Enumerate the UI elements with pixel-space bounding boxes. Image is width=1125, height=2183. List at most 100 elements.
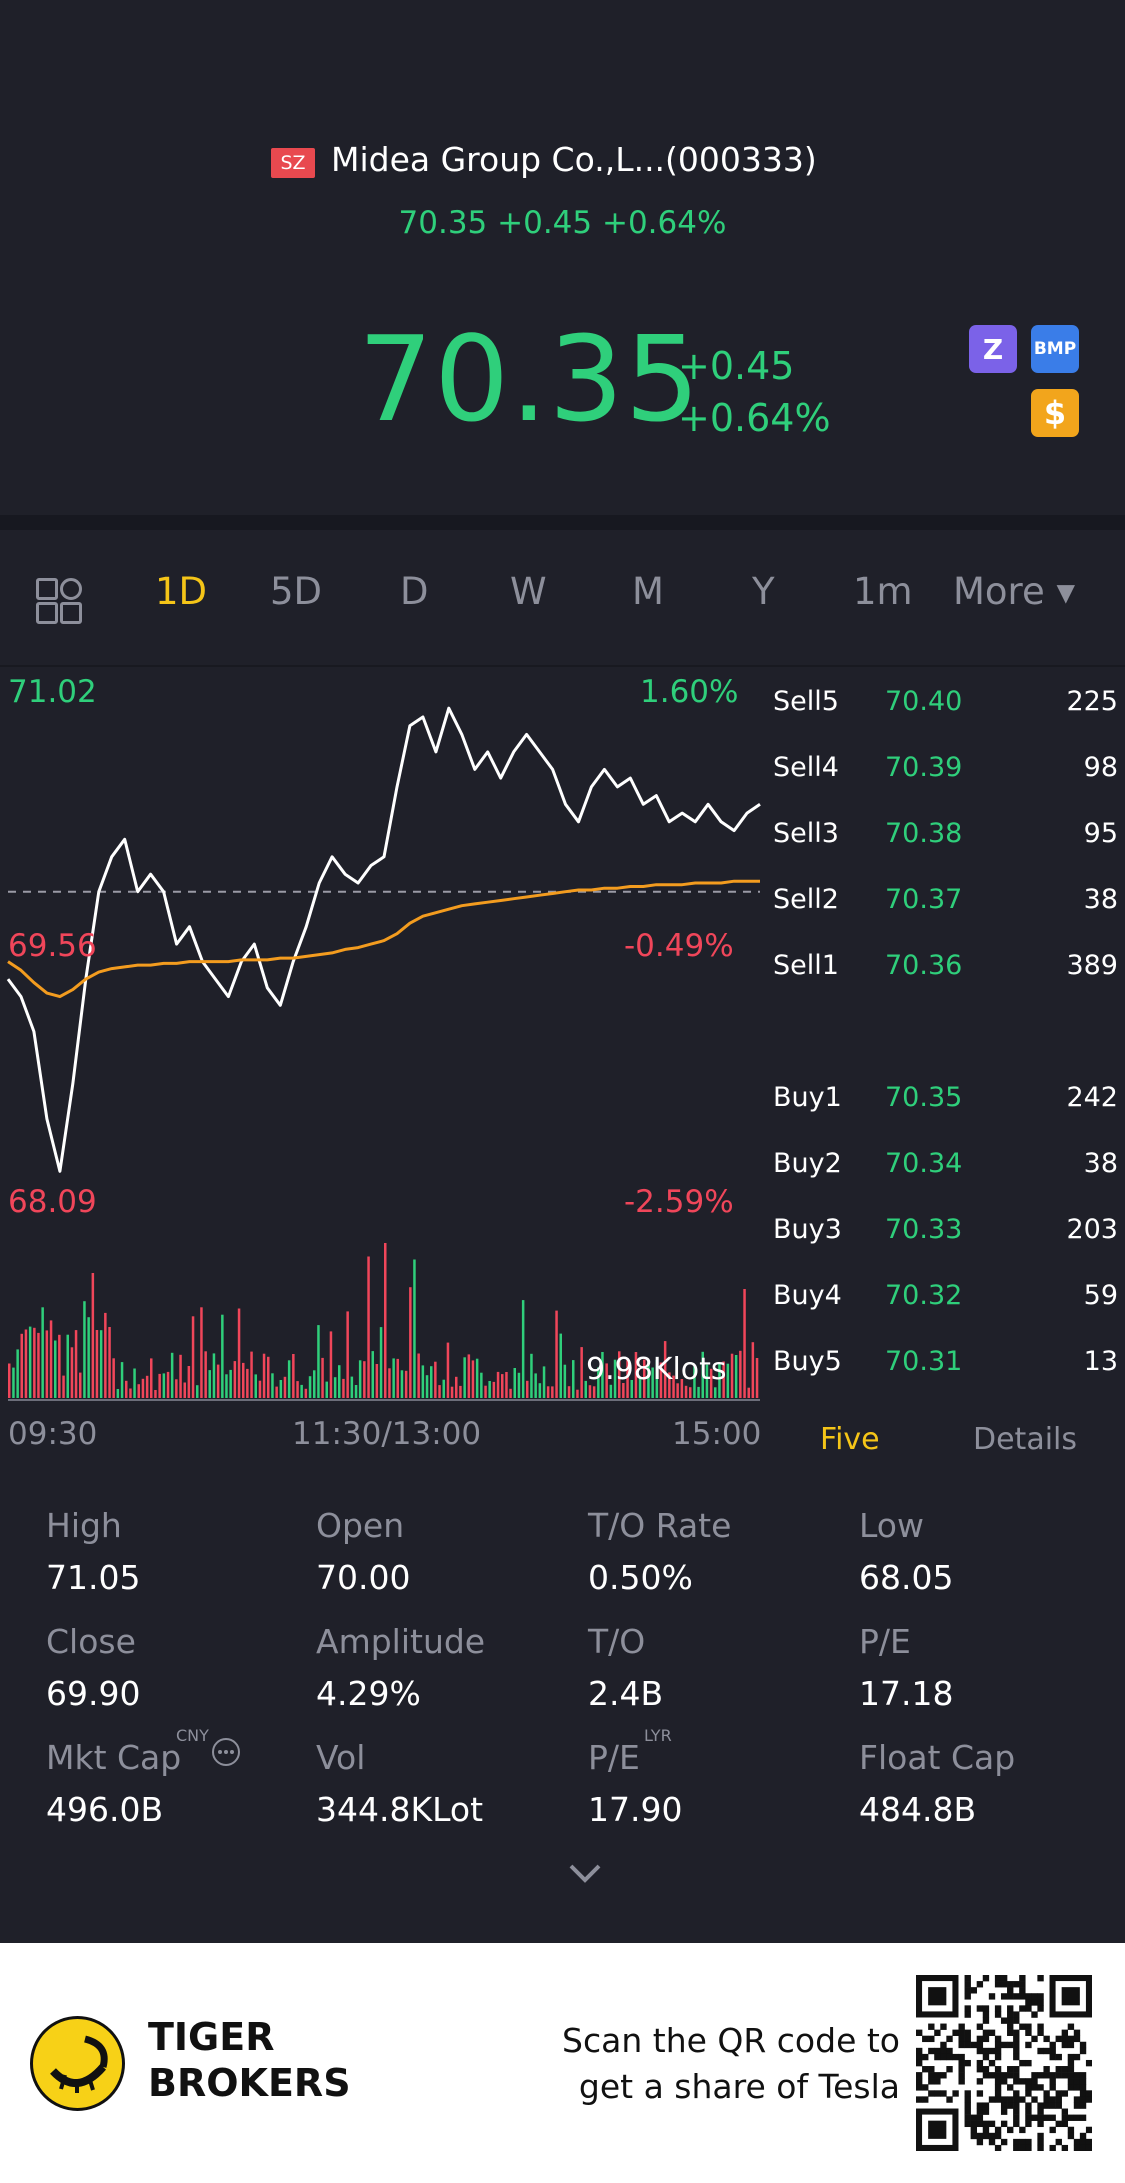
volume-bar <box>300 1384 303 1398</box>
tab-m[interactable]: M <box>632 570 664 613</box>
qr-module <box>1055 2053 1062 2061</box>
stat-high-value: 71.05 <box>46 1558 141 1597</box>
tab-details[interactable]: Details <box>973 1422 1078 1457</box>
qr-module <box>1067 2132 1075 2140</box>
qr-module <box>1013 2120 1020 2128</box>
qr-module <box>1055 2090 1062 2097</box>
zz-icon[interactable]: Z <box>969 325 1017 373</box>
qr-module <box>1019 2078 1026 2085</box>
qr-module <box>1067 2035 1075 2043</box>
qr-module <box>1037 1993 1044 2000</box>
qr-module <box>964 1981 971 1988</box>
volume-bar <box>254 1374 257 1398</box>
volume-bar <box>651 1367 654 1398</box>
qr-code[interactable] <box>916 1975 1092 2151</box>
qr-module <box>1007 1987 1014 1994</box>
volume-bar <box>430 1366 433 1398</box>
intraday-chart[interactable]: 71.02 1.60% 69.56 -0.49% 68.09 -2.59% 9.… <box>0 668 762 1452</box>
qr-module <box>982 2053 990 2061</box>
volume-bar <box>208 1370 211 1398</box>
brand-line-1: TIGER <box>148 2015 275 2059</box>
volume-bar <box>58 1334 61 1398</box>
tab-1m[interactable]: 1m <box>853 570 913 613</box>
promo-footer[interactable]: TIGER BROKERS Scan the QR code to get a … <box>0 1943 1125 2183</box>
volume-bar <box>475 1358 479 1398</box>
buy-row-5: Buy5 70.31 13 <box>773 1346 1118 1386</box>
volume-bar <box>684 1385 688 1398</box>
volume-bar <box>697 1386 700 1398</box>
sell-label: Sell2 <box>773 884 839 915</box>
qr-module <box>958 2066 965 2073</box>
qr-module <box>1037 2114 1044 2121</box>
sell-label: Sell5 <box>773 686 839 717</box>
volume-bar <box>722 1361 725 1398</box>
tab-d[interactable]: D <box>400 570 429 613</box>
volume-bar <box>350 1376 354 1398</box>
qr-module <box>1031 2096 1038 2103</box>
tabs-divider <box>0 665 1125 667</box>
qr-module <box>982 2102 990 2109</box>
dollar-icon[interactable]: $ <box>1031 389 1079 437</box>
volume-bar <box>179 1354 182 1398</box>
buy-label: Buy3 <box>773 1214 842 1245</box>
qr-module <box>1073 2114 1081 2121</box>
qr-module <box>934 2072 941 2079</box>
volume-bar <box>450 1386 454 1398</box>
qr-module <box>1025 2102 1032 2109</box>
qr-module <box>934 2047 941 2055</box>
volume-bar <box>530 1353 533 1398</box>
volume-bar <box>643 1359 646 1398</box>
qr-module <box>1031 1993 1038 2000</box>
stock-name[interactable]: Midea Group Co.,L...(000333) <box>331 140 817 179</box>
chevron-down-icon[interactable] <box>568 1862 602 1884</box>
tab-5d[interactable]: 5D <box>270 570 323 613</box>
stat-low-value: 68.05 <box>859 1558 954 1597</box>
qr-module <box>1043 2102 1050 2109</box>
volume-bar <box>333 1377 337 1398</box>
volume-bar <box>41 1307 44 1398</box>
qr-module <box>1037 2102 1044 2109</box>
tab-w[interactable]: W <box>510 570 547 613</box>
qr-module <box>1049 2078 1056 2085</box>
volume-bar <box>446 1342 450 1398</box>
qr-module <box>1079 2078 1087 2085</box>
volume-bar <box>609 1384 613 1398</box>
volume-bar <box>24 1329 28 1398</box>
tab-1d[interactable]: 1D <box>155 570 208 613</box>
sub-quote: 70.35 +0.45 +0.64% <box>398 205 727 241</box>
y-high-label: 71.02 <box>8 674 97 710</box>
volume-bar <box>613 1359 617 1398</box>
sell-row-5: Sell1 70.36 389 <box>773 950 1118 990</box>
qr-module <box>928 2047 935 2055</box>
qr-module <box>1013 2072 1020 2079</box>
tab-y[interactable]: Y <box>752 570 775 613</box>
volume-bar <box>166 1371 170 1398</box>
sell-price: 70.37 <box>885 884 963 915</box>
bmp-icon[interactable]: BMP <box>1031 325 1079 373</box>
qr-module <box>1049 2084 1056 2091</box>
qr-module <box>1067 2023 1075 2030</box>
more-info-icon[interactable] <box>212 1738 240 1766</box>
qr-module <box>1025 1993 1032 2000</box>
tab-five[interactable]: Five <box>820 1422 880 1457</box>
volume-bar <box>212 1353 216 1398</box>
stat-to-value: 2.4B <box>588 1674 664 1713</box>
tab-more[interactable]: More ▾ <box>953 570 1076 613</box>
qr-module <box>994 2066 1002 2073</box>
grid-menu-icon[interactable] <box>36 578 82 624</box>
qr-module <box>994 2011 1002 2018</box>
qr-module <box>994 2053 1002 2061</box>
qr-module <box>1007 2096 1014 2103</box>
qr-module <box>916 2059 923 2067</box>
qr-module <box>1043 2047 1050 2055</box>
qr-module <box>1085 2059 1092 2067</box>
qr-module <box>1031 1999 1038 2006</box>
volume-bar <box>308 1376 312 1398</box>
qr-module <box>1079 2138 1087 2146</box>
volume-bar <box>751 1342 755 1398</box>
stat-pe-lyr-sup: LYR <box>644 1726 672 1745</box>
qr-module <box>970 2132 977 2140</box>
volume-bar <box>663 1341 667 1398</box>
qr-module <box>1061 2090 1069 2097</box>
volume-bar <box>28 1326 32 1398</box>
